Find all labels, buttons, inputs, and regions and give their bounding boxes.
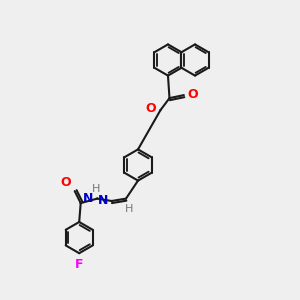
Text: O: O [187, 88, 197, 101]
Text: N: N [83, 191, 94, 205]
Text: H: H [92, 184, 100, 194]
Text: O: O [146, 102, 156, 116]
Text: O: O [61, 176, 71, 189]
Text: N: N [98, 194, 109, 207]
Text: F: F [75, 258, 83, 271]
Text: H: H [125, 204, 133, 214]
